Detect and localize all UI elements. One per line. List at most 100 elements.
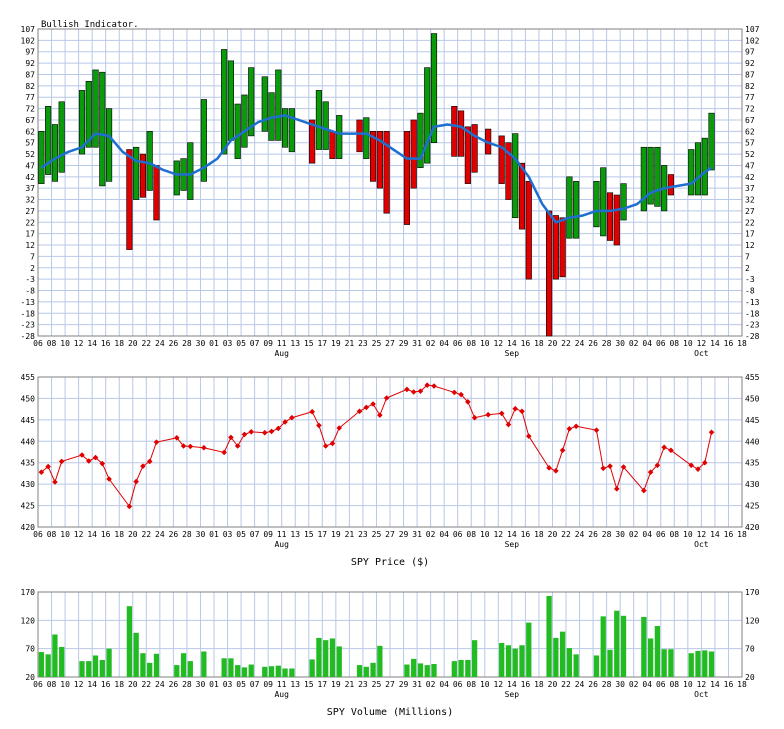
price-x-tick: 18	[534, 530, 544, 539]
price-point	[688, 462, 695, 469]
indicator-x-tick: 16	[521, 339, 531, 348]
indicator-y-tick-right: 32	[745, 196, 755, 205]
volume-x-tick: 26	[169, 680, 179, 689]
price-y-tick-left: 450	[21, 394, 36, 403]
volume-bar	[133, 632, 139, 677]
indicator-bar	[315, 90, 322, 150]
price-point	[519, 408, 525, 415]
price-point	[708, 429, 715, 436]
indicator-bar	[525, 181, 532, 280]
indicator-y-tick-left: 77	[25, 93, 35, 102]
price-point	[546, 465, 552, 471]
indicator-bar	[417, 112, 424, 169]
indicator-y-tick-right: 87	[745, 70, 755, 79]
volume-bar	[289, 668, 295, 677]
price-point	[377, 412, 383, 418]
indicator-y-tick-left: 42	[25, 173, 35, 182]
indicator-x-tick: 30	[615, 339, 625, 348]
volume-bar	[370, 662, 376, 677]
price-x-tick: 14	[507, 530, 517, 539]
indicator-bar	[241, 94, 248, 148]
price-point	[498, 410, 505, 417]
indicator-bar	[424, 67, 431, 164]
volume-x-tick: 06	[33, 680, 43, 689]
indicator-x-tick: 07	[250, 339, 260, 348]
indicator-bar	[518, 162, 526, 230]
price-y-tick-right: 435	[745, 459, 760, 468]
volume-y-tick-right: 170	[745, 588, 760, 597]
indicator-bar	[620, 183, 627, 221]
indicator-y-tick-left: 72	[25, 105, 35, 114]
price-x-tick: 24	[575, 530, 585, 539]
volume-bar	[153, 653, 160, 677]
indicator-x-tick: 18	[737, 339, 747, 348]
indicator-x-tick: 08	[47, 339, 57, 348]
indicator-y-tick-right: 27	[745, 207, 755, 216]
indicator-y-tick-left: 17	[25, 230, 35, 239]
indicator-x-tick: 06	[33, 339, 43, 348]
volume-x-tick: 28	[182, 680, 192, 689]
price-point	[573, 423, 579, 430]
volume-x-tick: 16	[101, 680, 111, 689]
indicator-bar	[227, 60, 234, 141]
indicator-bar	[153, 165, 160, 221]
indicator-bar	[613, 194, 620, 246]
volume-x-tick: 24	[155, 680, 165, 689]
price-x-tick: 30	[615, 530, 625, 539]
price-x-tick: 04	[642, 530, 652, 539]
volume-month-label: Oct	[694, 690, 709, 699]
price-x-tick: 03	[223, 530, 233, 539]
volume-bar	[424, 665, 430, 677]
volume-bar	[282, 668, 288, 677]
indicator-bar	[106, 108, 113, 182]
chart-title: Bullish Indicator.	[41, 20, 139, 30]
indicator-x-tick: 16	[724, 339, 734, 348]
volume-bar	[235, 665, 241, 677]
volume-x-tick: 08	[669, 680, 679, 689]
volume-x-tick: 01	[209, 680, 219, 689]
volume-bar	[329, 638, 336, 677]
volume-bar	[79, 661, 85, 677]
indicator-y-tick-right: -3	[745, 275, 755, 284]
indicator-y-tick-right: 37	[745, 184, 755, 193]
volume-bar	[187, 661, 193, 677]
indicator-month-label: Oct	[694, 349, 709, 358]
volume-x-tick: 03	[223, 680, 233, 689]
indicator-bar	[234, 103, 241, 159]
indicator-bar	[38, 131, 45, 184]
volume-x-tick: 21	[345, 680, 355, 689]
price-y-tick-left: 425	[21, 502, 36, 511]
price-x-tick: 06	[656, 530, 666, 539]
price-y-tick-right: 445	[745, 416, 760, 425]
price-point	[383, 395, 390, 401]
indicator-y-tick-right: 62	[745, 127, 755, 136]
volume-bar	[52, 634, 58, 677]
volume-bar	[92, 655, 99, 677]
indicator-y-tick-left: 102	[21, 36, 36, 45]
price-x-tick: 26	[169, 530, 179, 539]
indicator-bar	[309, 119, 316, 164]
price-x-tick: 26	[588, 530, 598, 539]
volume-y-tick-left: 20	[25, 673, 35, 682]
volume-plot-border	[37, 591, 743, 678]
indicator-x-tick: 04	[642, 339, 652, 348]
indicator-bar	[146, 131, 153, 191]
indicator-bar	[187, 142, 194, 200]
price-point	[559, 447, 566, 454]
volume-y-tick-right: 70	[745, 645, 755, 654]
indicator-bar	[430, 33, 438, 144]
price-x-tick: 24	[155, 530, 165, 539]
indicator-bar	[573, 181, 580, 239]
price-x-tick: 20	[548, 530, 558, 539]
volume-x-tick: 29	[399, 680, 409, 689]
indicator-bar	[51, 124, 58, 182]
price-point	[201, 444, 207, 451]
price-point	[282, 419, 288, 425]
volume-bar	[499, 643, 505, 677]
indicator-x-tick: 14	[710, 339, 720, 348]
volume-bar	[140, 653, 146, 677]
volume-x-tick: 10	[60, 680, 70, 689]
price-point	[424, 382, 431, 388]
indicator-x-tick: 22	[141, 339, 151, 348]
